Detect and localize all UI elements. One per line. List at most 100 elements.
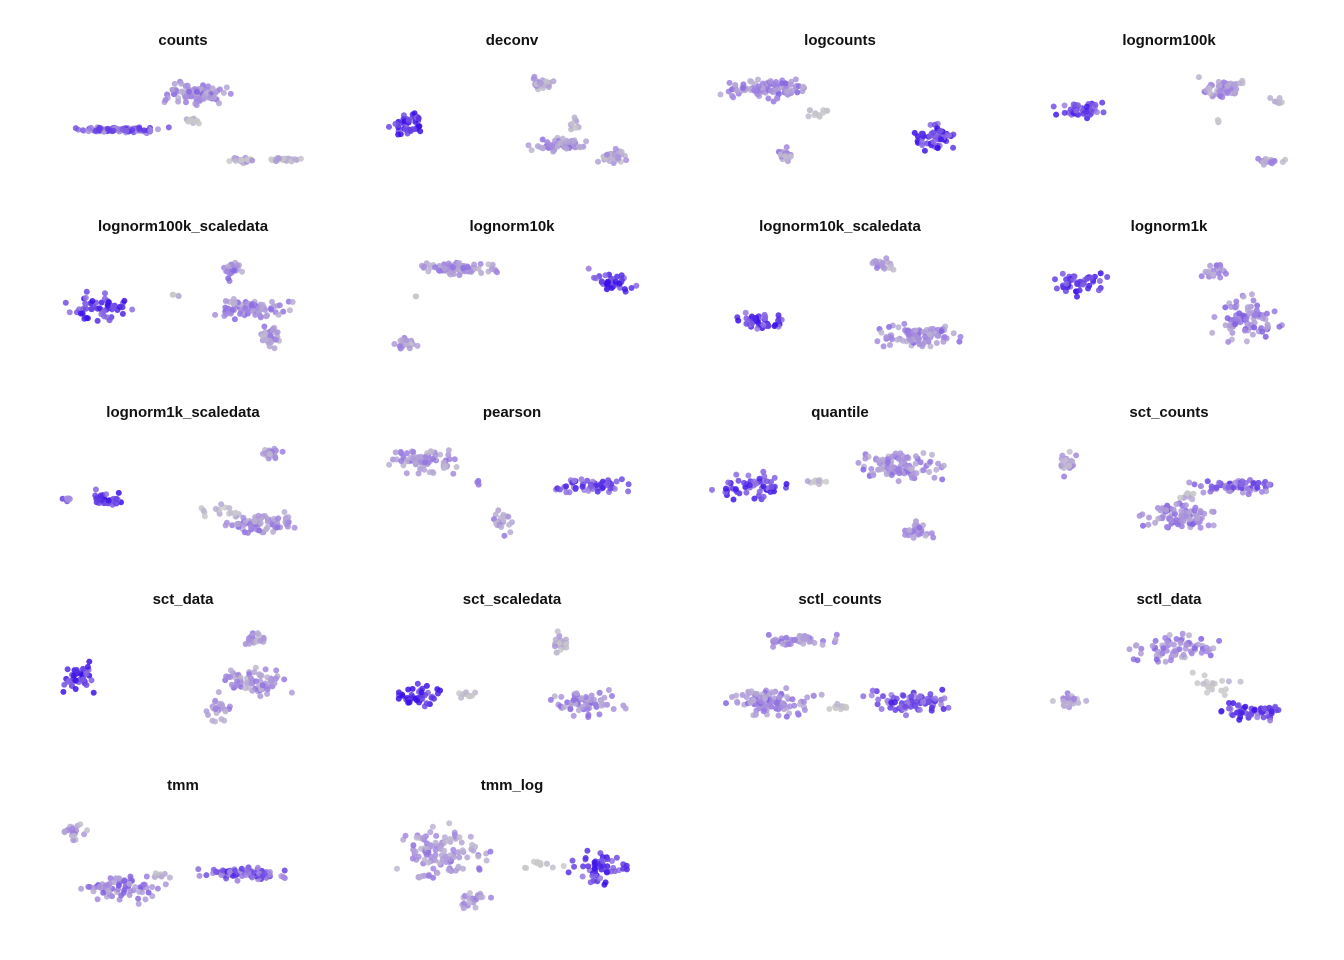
point [450,846,457,853]
point [1204,689,1211,696]
point [286,307,293,314]
point [611,485,618,492]
panel-pearson: pearson [386,404,632,539]
cluster-counts-4 [268,154,304,165]
point [256,671,263,678]
point [1092,101,1099,108]
point [912,327,919,334]
point [212,718,219,725]
point [1155,515,1162,522]
point [101,313,108,320]
point [126,880,133,887]
point [751,478,757,485]
cluster-sctl_data-1 [1189,669,1244,698]
point [223,311,230,318]
panel-title: lognorm1k [1131,218,1208,235]
point [1160,645,1167,652]
point [427,842,434,849]
point [178,88,185,95]
point [607,485,614,492]
point [228,509,234,516]
point [872,258,879,264]
cluster-deconv-0 [530,73,557,93]
point [1242,703,1249,710]
point [767,489,774,495]
point [1213,484,1220,491]
point [1159,650,1166,657]
point [1201,672,1208,679]
point [273,667,280,674]
point [269,325,276,332]
cluster-sctl_data-2 [1049,690,1090,711]
point [500,511,507,518]
cluster-lognorm10k-1 [585,265,640,295]
point [901,456,908,463]
point [1225,338,1232,345]
point [782,153,789,160]
point [275,515,282,522]
point [227,90,234,97]
point [591,274,597,281]
point [432,839,439,846]
cluster-sct_data-2 [215,664,295,700]
point [784,693,790,700]
point [423,682,430,689]
point [281,867,288,874]
point [1213,262,1220,269]
point [135,900,142,907]
point [102,290,108,297]
point [1095,287,1102,294]
point [106,317,113,324]
point [752,711,759,718]
point [772,321,779,328]
point [1163,507,1170,514]
point [896,456,902,462]
point [558,693,565,700]
point [614,155,621,162]
cluster-pearson-3 [491,507,515,539]
point [1060,461,1067,468]
point [154,885,161,892]
point [1238,481,1245,488]
point [230,872,237,879]
point [935,460,942,467]
point [258,306,265,313]
point [195,120,202,127]
point [1198,649,1205,656]
point [918,130,925,137]
point [297,155,304,162]
point [1070,101,1077,108]
point [819,641,826,648]
point [598,698,605,704]
point [823,478,830,485]
point [209,85,216,92]
point [450,470,457,477]
point [255,512,262,519]
point [98,497,105,504]
point [883,471,890,478]
point [1226,700,1232,706]
point [620,865,627,872]
point [1099,99,1106,106]
point [1216,637,1223,644]
point [779,640,786,647]
point [467,833,474,840]
point [92,486,99,493]
point [435,690,441,697]
point [247,523,254,530]
point [1194,515,1201,522]
point [609,693,615,699]
point [920,467,927,473]
point [397,448,404,455]
cluster-lognorm10k-0 [419,259,500,279]
point [97,492,104,499]
point [262,336,269,343]
point [1189,496,1196,503]
cluster-sct_counts-3 [1136,500,1217,531]
point [889,336,895,343]
point [72,677,79,684]
point [73,668,80,675]
point [1258,488,1265,495]
point [1177,494,1184,501]
